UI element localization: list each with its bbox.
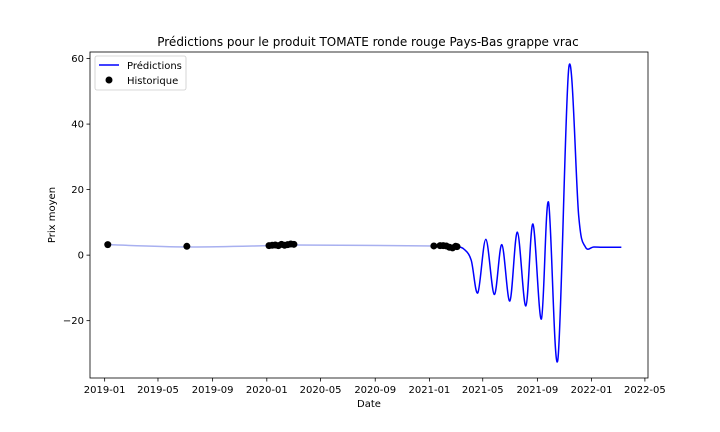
- y-tick-label: 60: [71, 54, 84, 65]
- x-tick-label: 2021-01: [409, 385, 451, 396]
- predictions-line-forecast: [456, 63, 622, 363]
- legend-marker-historique: [105, 76, 113, 84]
- historique-point: [104, 241, 112, 249]
- x-tick-label: 2019-09: [192, 385, 234, 396]
- x-axis: 2019-01 2019-05 2019-09 2020-01 2020-05 2020-…: [84, 378, 666, 396]
- x-axis-label: Date: [357, 399, 381, 410]
- historique-point: [430, 242, 438, 250]
- x-tick-label: 2019-01: [84, 385, 126, 396]
- legend-label-predictions: Prédictions: [127, 60, 182, 72]
- historique-point: [290, 240, 298, 248]
- y-tick-label: −20: [63, 316, 84, 327]
- x-tick-label: 2021-05: [462, 385, 504, 396]
- historique-point: [453, 243, 461, 251]
- x-tick-label: 2020-01: [246, 385, 288, 396]
- series-layer: [104, 63, 622, 363]
- x-tick-label: 2019-05: [137, 385, 179, 396]
- x-tick-label: 2022-05: [624, 385, 666, 396]
- x-tick-label: 2022-01: [571, 385, 613, 396]
- chart-title: Prédictions pour le produit TOMATE ronde…: [157, 35, 579, 49]
- y-tick-label: 40: [71, 120, 84, 131]
- x-tick-label: 2020-05: [300, 385, 342, 396]
- historique-point: [183, 242, 191, 250]
- y-tick-label: 0: [78, 251, 84, 262]
- x-tick-label: 2021-09: [516, 385, 558, 396]
- legend: Prédictions Historique: [94, 55, 187, 91]
- y-axis-label: Prix moyen: [47, 187, 58, 243]
- y-tick-label: 20: [71, 185, 84, 196]
- y-axis: −20 0 20 40 60: [63, 54, 90, 327]
- plot-area-frame: [89, 51, 649, 379]
- legend-label-historique: Historique: [127, 76, 178, 87]
- x-tick-label: 2020-09: [354, 385, 396, 396]
